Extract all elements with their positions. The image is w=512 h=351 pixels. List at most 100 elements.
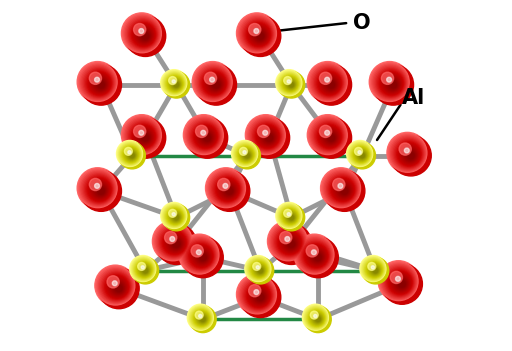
Circle shape [124,117,161,154]
Circle shape [194,63,232,101]
Circle shape [237,146,254,163]
Circle shape [190,307,212,329]
Circle shape [216,177,240,202]
Circle shape [130,123,157,150]
Circle shape [316,317,320,321]
Circle shape [165,233,185,253]
Circle shape [249,286,269,306]
Circle shape [238,147,254,163]
Circle shape [399,143,411,155]
Circle shape [80,170,116,207]
Circle shape [278,72,305,98]
Circle shape [321,75,339,93]
Circle shape [141,32,149,40]
Circle shape [263,131,275,144]
Circle shape [132,257,155,281]
Circle shape [247,257,274,284]
Circle shape [171,239,181,249]
Circle shape [360,256,386,282]
Circle shape [125,16,166,57]
Circle shape [92,182,108,198]
Circle shape [365,260,383,279]
Circle shape [387,269,413,296]
Circle shape [84,175,113,203]
Circle shape [240,149,252,161]
Circle shape [172,80,175,83]
Circle shape [126,18,159,50]
Circle shape [188,119,221,152]
Circle shape [251,288,268,305]
Circle shape [312,119,345,152]
Circle shape [276,71,302,95]
Circle shape [251,27,268,44]
Circle shape [240,147,247,155]
Circle shape [197,313,207,324]
Circle shape [261,130,275,144]
Circle shape [378,70,404,96]
Circle shape [385,267,415,297]
Circle shape [311,250,316,255]
Circle shape [209,78,222,90]
Text: O: O [353,13,371,33]
Circle shape [124,147,133,155]
Circle shape [91,75,109,93]
Circle shape [88,72,111,95]
Circle shape [252,290,267,304]
Circle shape [318,125,341,148]
Circle shape [214,176,241,203]
Circle shape [98,268,139,309]
Circle shape [366,262,382,278]
Circle shape [191,122,219,150]
Circle shape [207,169,245,208]
Circle shape [237,274,277,315]
Circle shape [308,310,325,327]
Circle shape [403,148,417,162]
Circle shape [316,70,343,96]
Circle shape [171,80,180,89]
Circle shape [172,213,180,221]
Circle shape [142,267,148,274]
Circle shape [254,28,259,33]
Circle shape [391,136,425,171]
Circle shape [130,154,134,158]
Circle shape [121,13,162,54]
Circle shape [77,61,118,102]
Circle shape [153,221,193,261]
Circle shape [160,228,188,257]
Circle shape [236,144,255,164]
Circle shape [282,235,298,251]
Circle shape [139,131,151,144]
Circle shape [174,82,179,87]
Circle shape [375,67,406,98]
Circle shape [240,278,275,312]
Circle shape [388,270,412,294]
Circle shape [250,260,268,279]
Circle shape [354,147,362,155]
Circle shape [226,188,232,194]
Circle shape [82,66,115,99]
Circle shape [120,144,140,164]
Circle shape [120,144,141,165]
Circle shape [300,240,331,271]
Circle shape [196,65,230,100]
Circle shape [243,280,273,310]
Circle shape [249,24,261,36]
Circle shape [97,80,105,89]
Circle shape [364,259,384,279]
Circle shape [122,146,139,163]
Circle shape [381,264,422,304]
Circle shape [253,263,261,270]
Circle shape [256,266,264,274]
Circle shape [168,77,183,91]
Circle shape [223,184,235,197]
Circle shape [281,234,300,252]
Circle shape [190,306,212,329]
Circle shape [306,245,318,257]
Circle shape [250,26,268,44]
Circle shape [287,213,290,216]
Circle shape [257,125,279,148]
Circle shape [94,184,106,197]
Circle shape [252,28,267,42]
Circle shape [196,313,208,325]
Circle shape [186,241,215,270]
